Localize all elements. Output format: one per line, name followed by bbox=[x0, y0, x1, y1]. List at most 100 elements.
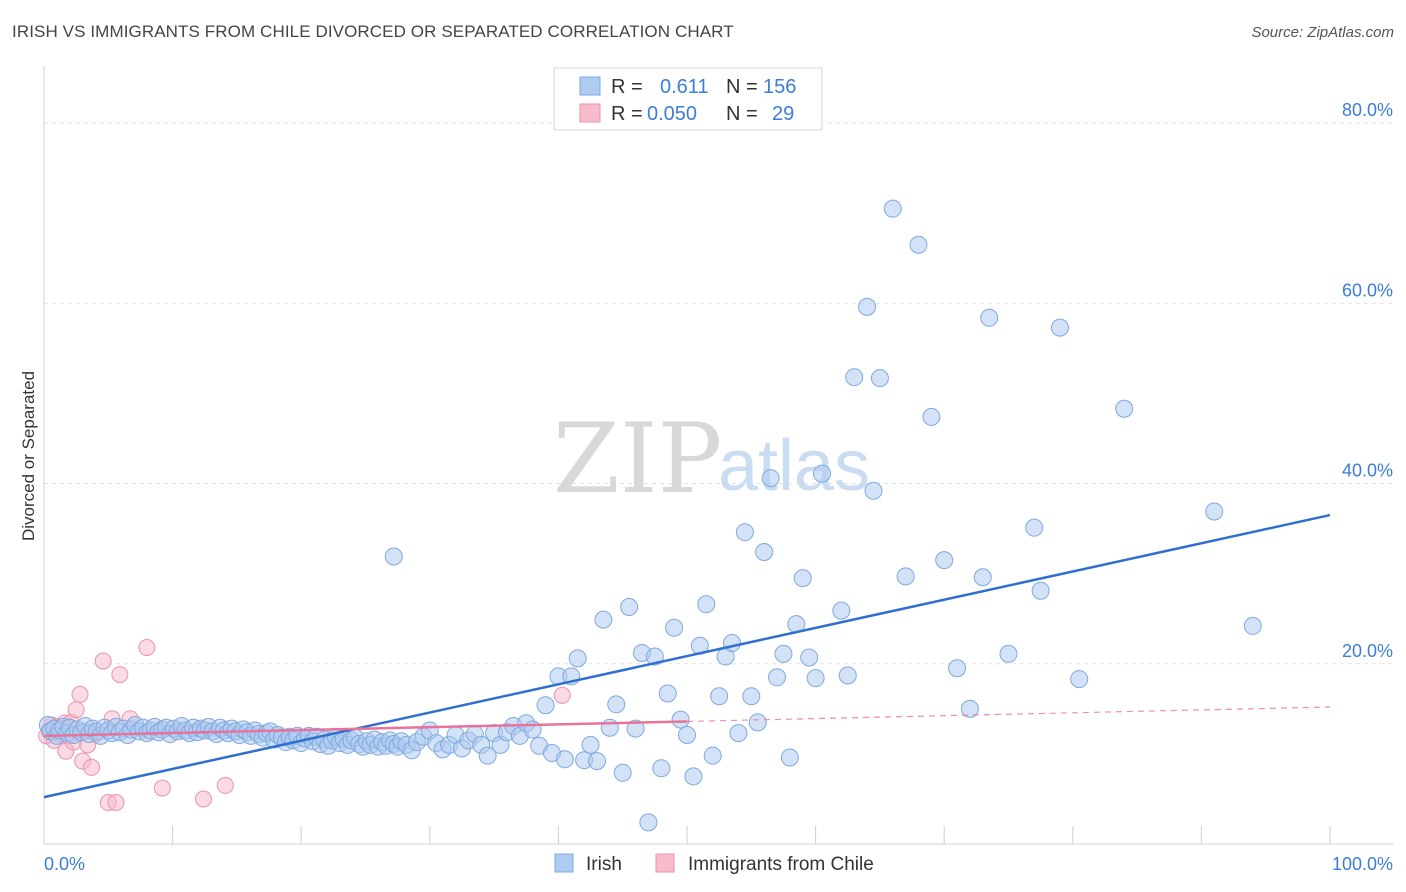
irish-point bbox=[645, 647, 664, 666]
irish-point bbox=[384, 547, 403, 566]
irish-point bbox=[813, 464, 832, 483]
irish-swatch bbox=[579, 76, 601, 96]
irish-point bbox=[626, 719, 645, 738]
irish-point bbox=[960, 699, 979, 718]
irish-point bbox=[748, 713, 767, 732]
irish-point bbox=[1031, 581, 1050, 600]
chile-point bbox=[83, 758, 101, 776]
irish-point bbox=[1050, 318, 1069, 337]
irish-point bbox=[909, 235, 928, 254]
irish-point bbox=[1115, 399, 1134, 418]
irish-point bbox=[883, 199, 902, 218]
x-axis-ticks bbox=[43, 826, 1331, 844]
chile-n-label: N = bbox=[726, 103, 758, 125]
irish-point bbox=[613, 763, 632, 782]
irish-point bbox=[845, 368, 864, 387]
irish-point bbox=[896, 567, 915, 586]
chile-r-value: 0.050 bbox=[647, 103, 697, 125]
irish-point bbox=[658, 684, 677, 703]
irish-point bbox=[710, 687, 729, 706]
irish-point bbox=[587, 752, 606, 771]
bottom-legend: Irish Immigrants from Chile bbox=[554, 853, 874, 875]
irish-point bbox=[806, 669, 825, 688]
irish-point bbox=[581, 735, 600, 754]
irish-r-value: 0.611 bbox=[660, 76, 709, 98]
irish-point bbox=[774, 644, 793, 663]
chile-point bbox=[138, 639, 156, 657]
y-tick-label: 80.0% bbox=[1342, 100, 1393, 120]
chile-n-value: 29 bbox=[772, 103, 794, 125]
stats-legend: R = 0.611 N = 156 R = 0.050 N = 29 bbox=[553, 67, 823, 131]
gridlines bbox=[44, 122, 1394, 665]
irish-point bbox=[780, 748, 799, 767]
chile-point bbox=[67, 701, 85, 719]
irish-point bbox=[800, 648, 819, 667]
x-tick-label: 100.0% bbox=[1332, 854, 1393, 874]
chile-point bbox=[194, 790, 212, 808]
irish-point bbox=[478, 746, 497, 765]
legend-chile-label: Immigrants from Chile bbox=[688, 854, 874, 875]
irish-points bbox=[38, 199, 1262, 832]
y-tick-labels: 20.0% 40.0% 60.0% 80.0% bbox=[1342, 100, 1393, 661]
chile-point bbox=[216, 776, 234, 794]
irish-point bbox=[980, 308, 999, 327]
irish-point bbox=[671, 710, 690, 729]
irish-point bbox=[973, 568, 992, 587]
source-label: Source: ZipAtlas.com bbox=[1251, 24, 1394, 41]
chile-trendline-extension bbox=[686, 706, 1331, 723]
irish-point bbox=[665, 618, 684, 637]
irish-point bbox=[652, 759, 671, 778]
irish-r-label: R = bbox=[611, 76, 643, 98]
irish-point bbox=[594, 610, 613, 629]
x-tick-label: 0.0% bbox=[44, 854, 85, 874]
chile-point bbox=[553, 686, 571, 704]
irish-point bbox=[620, 597, 639, 616]
irish-point bbox=[723, 634, 742, 653]
y-tick-label: 40.0% bbox=[1342, 461, 1393, 481]
y-axis-title: Divorced or Separated bbox=[19, 371, 38, 541]
y-tick-label: 60.0% bbox=[1342, 280, 1393, 300]
chile-point bbox=[71, 685, 89, 703]
chile-r-label: R = bbox=[611, 103, 643, 125]
irish-point bbox=[555, 750, 574, 769]
irish-point bbox=[729, 724, 748, 743]
irish-point bbox=[607, 695, 626, 714]
irish-point bbox=[568, 649, 587, 668]
irish-point bbox=[1070, 670, 1089, 689]
trendlines bbox=[43, 513, 1331, 799]
chile-point bbox=[107, 794, 125, 812]
irish-n-label: N = bbox=[726, 76, 758, 98]
irish-point bbox=[1205, 502, 1224, 521]
irish-point bbox=[684, 767, 703, 786]
irish-point bbox=[768, 668, 787, 687]
watermark-atlas: atlas bbox=[718, 426, 870, 506]
irish-point bbox=[703, 746, 722, 765]
irish-point bbox=[742, 687, 761, 706]
irish-point bbox=[536, 696, 555, 715]
legend-irish-label: Irish bbox=[586, 854, 622, 875]
irish-point bbox=[922, 407, 941, 426]
chile-trendline bbox=[43, 720, 688, 738]
chile-swatch bbox=[579, 103, 601, 123]
chart-title: IRISH VS IMMIGRANTS FROM CHILE DIVORCED … bbox=[12, 22, 734, 41]
irish-point bbox=[697, 595, 716, 614]
irish-point bbox=[735, 523, 754, 542]
irish-trendline bbox=[43, 513, 1331, 799]
irish-point bbox=[755, 543, 774, 562]
irish-point bbox=[832, 601, 851, 620]
irish-point bbox=[948, 659, 967, 678]
irish-point bbox=[870, 369, 889, 388]
irish-point bbox=[864, 481, 883, 500]
irish-point bbox=[1025, 518, 1044, 537]
irish-point bbox=[761, 469, 780, 488]
irish-point bbox=[935, 551, 954, 570]
irish-point bbox=[793, 569, 812, 588]
y-tick-label: 20.0% bbox=[1342, 641, 1393, 661]
x-tick-labels: 0.0% 100.0% bbox=[44, 854, 1393, 874]
chile-point bbox=[111, 666, 129, 684]
irish-point bbox=[678, 725, 696, 744]
irish-point bbox=[838, 666, 857, 685]
irish-n-value: 156 bbox=[763, 76, 796, 98]
watermark-zip: ZIP bbox=[553, 403, 722, 515]
